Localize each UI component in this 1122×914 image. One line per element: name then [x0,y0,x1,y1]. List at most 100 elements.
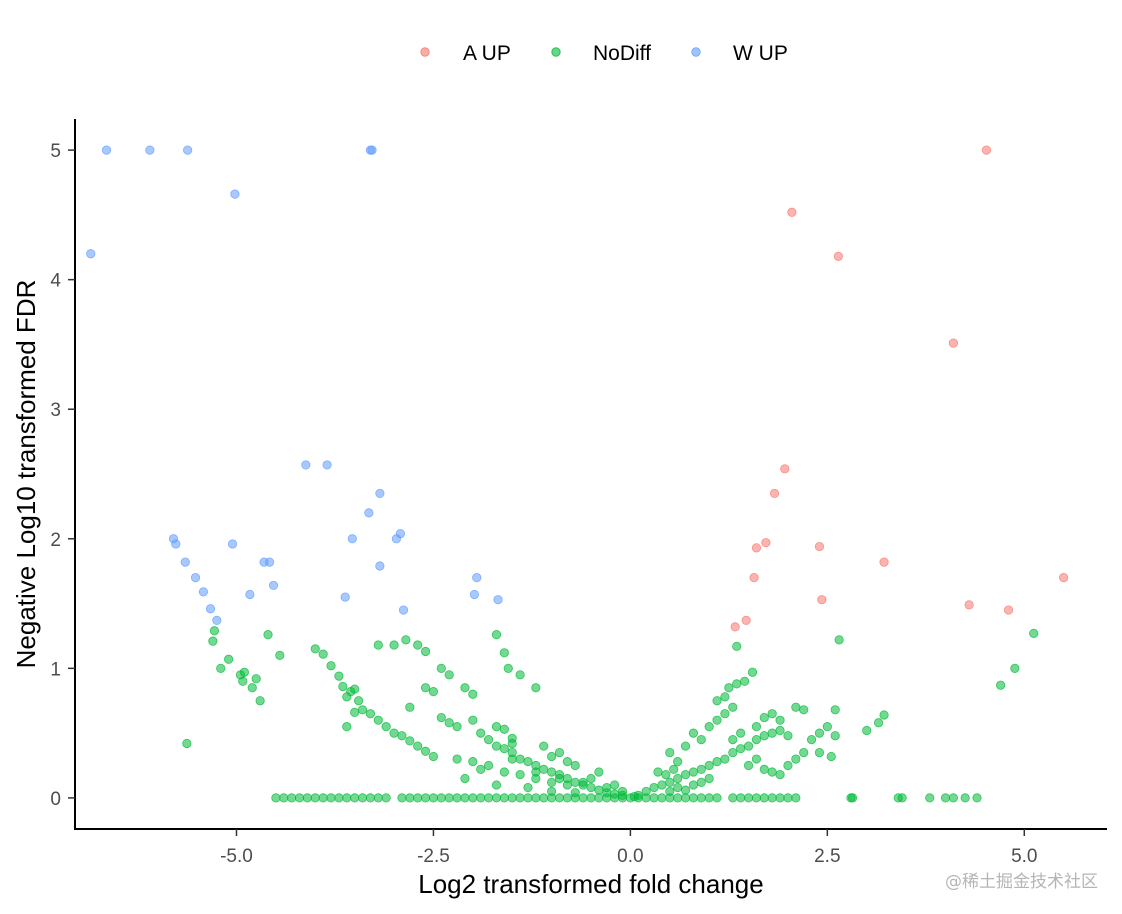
point-nodiff [531,767,541,777]
point-nodiff [523,782,533,793]
point-nodiff [491,630,502,640]
point-nodiff [830,731,840,741]
point-nodiff [653,767,663,777]
y-tick-label: 5 [50,141,61,162]
point-nodiff [562,793,572,803]
legend-label-nodiff: NoDiff [593,42,651,65]
point-nodiff [483,793,494,803]
point-nodiff [554,747,565,758]
point-nodiff [539,793,549,803]
point-a-up [780,464,790,474]
point-nodiff [594,793,604,803]
point-nodiff [460,773,470,784]
point-nodiff [791,702,801,712]
point-w-up [230,189,240,199]
point-nodiff [759,731,769,741]
point-nodiff [365,793,376,803]
point-nodiff [554,793,565,803]
point-nodiff [539,764,549,775]
point-nodiff [724,683,734,693]
point-w-up [198,587,209,597]
point-nodiff [381,722,391,732]
point-nodiff [688,728,699,738]
point-nodiff [826,751,836,762]
point-nodiff [397,731,407,741]
point-nodiff [665,777,675,787]
x-tick-label: -5.0 [220,846,253,867]
point-nodiff [310,793,320,803]
point-nodiff [751,734,762,745]
point-nodiff [491,722,502,732]
point-a-up [761,538,771,548]
point-nodiff [661,769,671,780]
point-nodiff [570,777,580,787]
point-nodiff [436,663,446,673]
point-nodiff [318,649,328,659]
point-nodiff [862,725,872,736]
point-nodiff [444,718,454,728]
point-nodiff [570,760,580,771]
point-nodiff [1010,663,1020,673]
point-nodiff [602,782,612,793]
point-nodiff [696,764,706,775]
point-nodiff [767,793,777,803]
point-nodiff [338,681,348,692]
point-nodiff [499,744,509,754]
point-nodiff [767,728,777,738]
point-a-up [751,543,762,553]
y-tick-label: 4 [50,271,61,292]
point-nodiff [1029,628,1039,638]
point-nodiff [743,793,754,803]
point-nodiff [775,715,785,725]
point-nodiff [547,751,557,762]
watermark-text: @稀土掘金技术社区 [945,872,1098,892]
point-nodiff [515,769,525,780]
point-nodiff [554,773,565,784]
point-nodiff [483,734,494,745]
point-nodiff [873,718,884,728]
point-nodiff [925,793,935,803]
point-nodiff [594,785,604,795]
point-nodiff [523,757,533,767]
point-nodiff [294,793,305,803]
point-nodiff [275,650,285,660]
point-nodiff [783,793,793,803]
point-nodiff [830,705,840,715]
point-nodiff [740,676,750,686]
point-nodiff [302,793,312,803]
point-a-up [769,488,780,499]
point-nodiff [350,793,360,803]
point-nodiff [365,709,376,719]
point-nodiff [405,702,415,712]
point-a-up [730,622,740,632]
point-nodiff [799,747,809,758]
point-nodiff [397,793,407,803]
point-nodiff [665,747,675,758]
point-nodiff [586,782,596,793]
point-nodiff [806,734,817,745]
point-nodiff [570,793,580,803]
x-tick-label: -2.5 [417,846,450,867]
point-w-up [375,488,385,499]
point-nodiff [594,767,604,777]
point-nodiff [712,757,722,767]
point-nodiff [649,793,659,803]
point-nodiff [271,793,281,803]
point-nodiff [948,793,958,803]
data-points [86,145,1069,803]
point-nodiff [428,793,439,803]
point-nodiff [357,705,368,715]
point-nodiff [499,767,509,777]
point-nodiff [287,793,297,803]
point-nodiff [767,767,777,777]
y-tick-label: 0 [50,789,61,810]
point-nodiff [491,793,502,803]
point-nodiff [578,777,588,787]
point-nodiff [743,760,754,771]
point-nodiff [814,728,825,738]
point-nodiff [610,793,620,803]
point-nodiff [476,764,486,775]
legend-label-w-up: W UP [733,42,788,65]
point-nodiff [405,736,415,746]
point-nodiff [491,780,502,790]
